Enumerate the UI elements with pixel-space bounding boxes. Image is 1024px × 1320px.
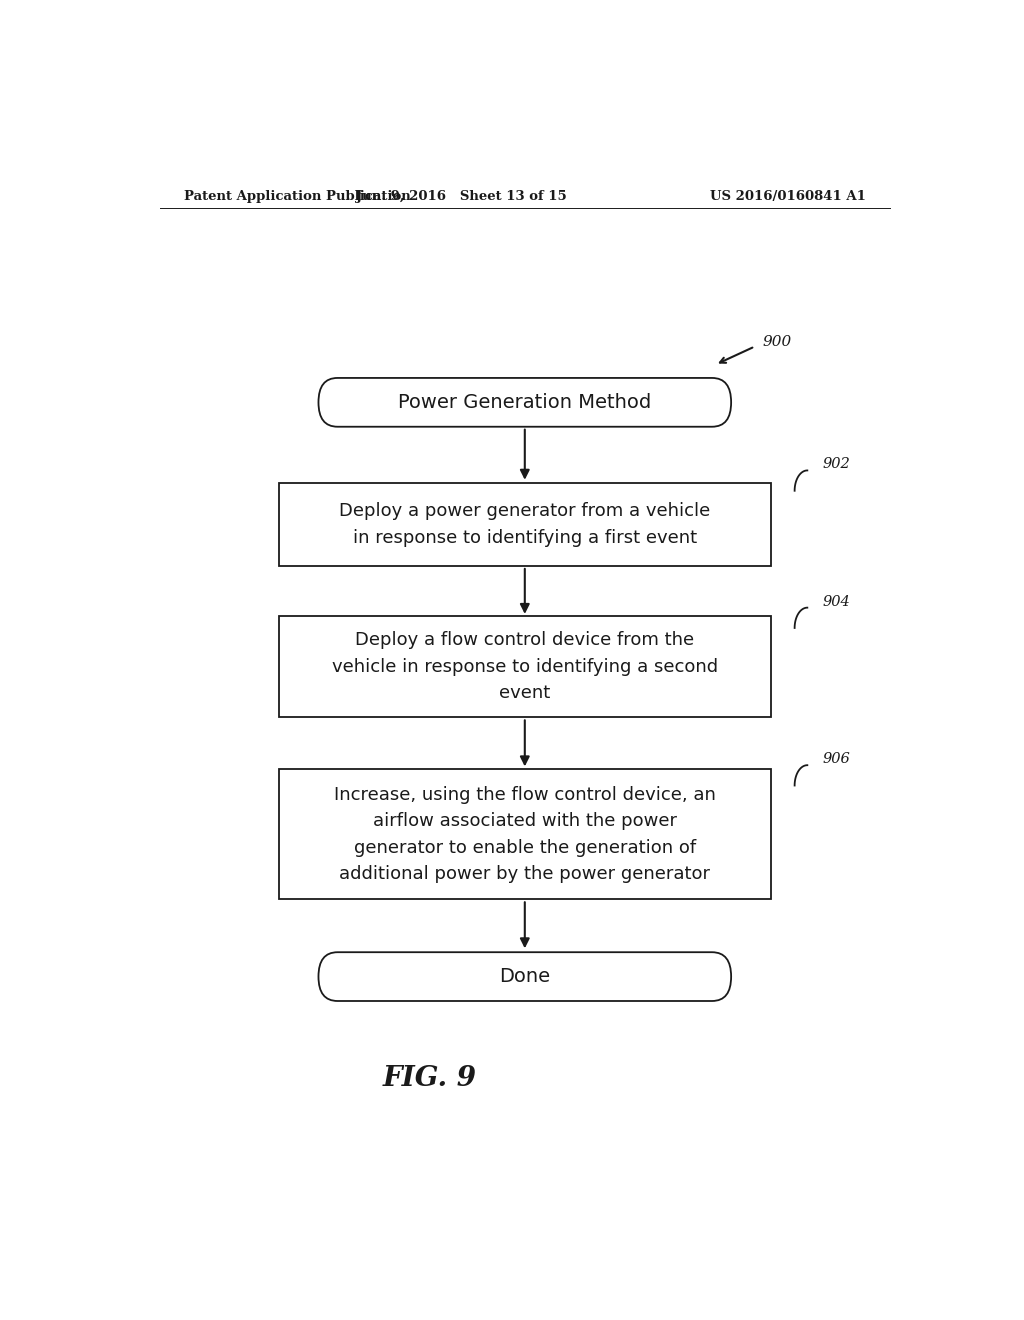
Text: 902: 902	[822, 457, 850, 471]
Text: airflow associated with the power: airflow associated with the power	[373, 812, 677, 830]
FancyBboxPatch shape	[318, 952, 731, 1001]
Text: additional power by the power generator: additional power by the power generator	[339, 865, 711, 883]
Text: Jun. 9, 2016   Sheet 13 of 15: Jun. 9, 2016 Sheet 13 of 15	[356, 190, 566, 202]
Text: generator to enable the generation of: generator to enable the generation of	[353, 838, 696, 857]
Text: event: event	[499, 684, 551, 702]
Text: Done: Done	[500, 968, 550, 986]
Text: vehicle in response to identifying a second: vehicle in response to identifying a sec…	[332, 657, 718, 676]
Text: FIG. 9: FIG. 9	[383, 1065, 476, 1092]
FancyBboxPatch shape	[279, 615, 771, 718]
Text: 900: 900	[763, 335, 793, 350]
Text: Deploy a power generator from a vehicle: Deploy a power generator from a vehicle	[339, 502, 711, 520]
FancyBboxPatch shape	[279, 483, 771, 566]
Text: in response to identifying a first event: in response to identifying a first event	[352, 528, 697, 546]
FancyBboxPatch shape	[279, 770, 771, 899]
Text: 906: 906	[822, 752, 850, 766]
Text: Power Generation Method: Power Generation Method	[398, 393, 651, 412]
Text: US 2016/0160841 A1: US 2016/0160841 A1	[711, 190, 866, 202]
Text: Patent Application Publication: Patent Application Publication	[183, 190, 411, 202]
FancyBboxPatch shape	[318, 378, 731, 426]
Text: Deploy a flow control device from the: Deploy a flow control device from the	[355, 631, 694, 649]
Text: 904: 904	[822, 594, 850, 609]
Text: Increase, using the flow control device, an: Increase, using the flow control device,…	[334, 785, 716, 804]
